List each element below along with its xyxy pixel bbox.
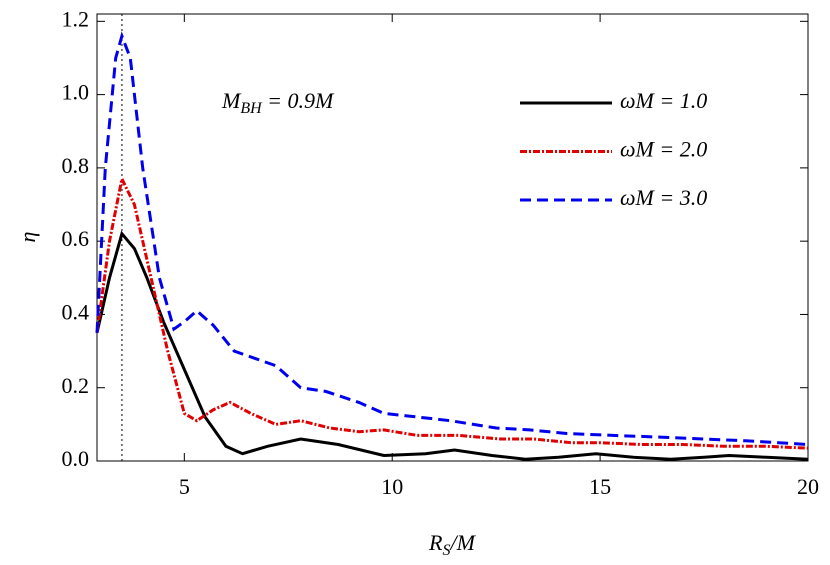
annotation-main: M: [221, 88, 242, 113]
x-axis-label: RS/M: [428, 530, 477, 559]
series-line: [95, 31, 809, 446]
y-tick-label: 0.2: [62, 373, 90, 398]
annotation-rest: = 0.9M: [262, 88, 335, 113]
x-tick-label: 5: [179, 474, 190, 499]
x-tick-label: 15: [589, 474, 611, 499]
x-tick-label: 20: [797, 474, 819, 499]
x-axis-label-sub: S: [443, 542, 451, 559]
y-tick-label: 0.0: [62, 446, 90, 471]
y-axis-label: η: [15, 232, 40, 243]
annotation: MBH = 0.9M: [221, 88, 335, 117]
x-axis-label-rest: /M: [449, 530, 477, 555]
y-tick-label: 1.2: [62, 6, 90, 31]
series-line: [95, 230, 809, 461]
y-tick-label: 0.8: [62, 153, 90, 178]
y-tick-label: 1.0: [62, 80, 90, 105]
annotation-sub: BH: [240, 100, 263, 117]
legend-label: ωM = 3.0: [620, 185, 707, 210]
x-axis-label-main: R: [428, 530, 443, 555]
plot-frame: [96, 13, 809, 462]
y-tick-label: 0.6: [62, 226, 90, 251]
legend-label: ωM = 1.0: [620, 88, 707, 113]
y-tick-label: 0.4: [62, 299, 90, 324]
series-line: [95, 174, 809, 450]
legend-label: ωM = 2.0: [620, 137, 707, 162]
x-tick-label: 10: [381, 474, 403, 499]
